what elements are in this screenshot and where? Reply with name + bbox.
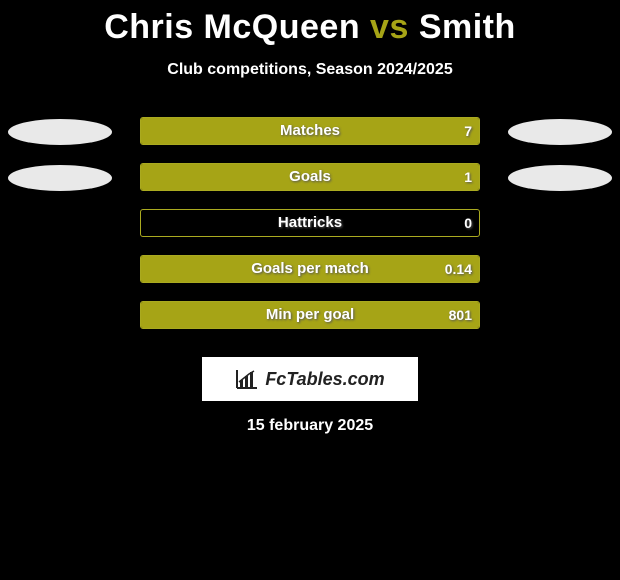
player1-marker xyxy=(8,165,112,191)
stat-row: Min per goal801 xyxy=(0,301,620,347)
bar-fill xyxy=(141,256,479,282)
stat-value: 0.14 xyxy=(445,255,472,283)
stat-row: Hattricks0 xyxy=(0,209,620,255)
player1-marker xyxy=(8,119,112,145)
stat-row: Matches7 xyxy=(0,117,620,163)
bar-track xyxy=(140,301,480,329)
comparison-title: Chris McQueen vs Smith xyxy=(0,0,620,47)
player2-marker xyxy=(508,165,612,191)
bar-fill xyxy=(141,118,479,144)
subtitle: Club competitions, Season 2024/2025 xyxy=(0,61,620,79)
stat-value: 0 xyxy=(464,209,472,237)
player1-name: Chris McQueen xyxy=(104,8,360,46)
bar-chart-icon xyxy=(235,368,259,390)
stat-row: Goals per match0.14 xyxy=(0,255,620,301)
bar-fill xyxy=(141,302,479,328)
vs-separator: vs xyxy=(370,8,409,46)
brand-box: FcTables.com xyxy=(202,357,418,401)
comparison-chart: Matches7Goals1Hattricks0Goals per match0… xyxy=(0,117,620,347)
bar-fill xyxy=(141,164,479,190)
bar-track xyxy=(140,255,480,283)
bar-track xyxy=(140,209,480,237)
stat-value: 801 xyxy=(449,301,472,329)
player2-marker xyxy=(508,119,612,145)
bar-track xyxy=(140,117,480,145)
player2-name: Smith xyxy=(419,8,516,46)
brand-text: FcTables.com xyxy=(265,369,384,390)
bar-track xyxy=(140,163,480,191)
stat-value: 7 xyxy=(464,117,472,145)
stat-row: Goals1 xyxy=(0,163,620,209)
date-text: 15 february 2025 xyxy=(0,417,620,435)
stat-value: 1 xyxy=(464,163,472,191)
